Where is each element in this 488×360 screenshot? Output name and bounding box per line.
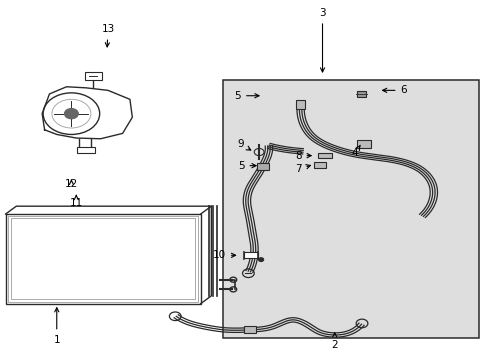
Text: 7: 7 xyxy=(294,164,310,174)
Text: 4: 4 xyxy=(351,145,360,158)
Text: 12: 12 xyxy=(64,179,78,189)
Bar xyxy=(11,219,194,300)
Bar xyxy=(77,147,95,153)
Bar xyxy=(5,214,200,304)
Bar xyxy=(222,80,478,338)
Text: 2: 2 xyxy=(331,333,337,350)
Text: 6: 6 xyxy=(382,85,407,95)
Text: 3: 3 xyxy=(319,8,325,72)
Bar xyxy=(257,163,268,170)
Bar xyxy=(356,140,370,148)
Circle shape xyxy=(258,258,263,261)
Bar xyxy=(243,325,255,333)
Text: 5: 5 xyxy=(234,91,259,101)
Text: 8: 8 xyxy=(294,150,310,161)
Bar xyxy=(84,72,102,80)
Bar xyxy=(8,216,197,302)
Bar xyxy=(314,162,325,168)
Text: 10: 10 xyxy=(212,250,235,260)
Circle shape xyxy=(64,109,78,119)
Bar xyxy=(318,153,331,158)
Text: 13: 13 xyxy=(101,24,114,47)
Text: 9: 9 xyxy=(236,139,250,150)
Text: 5: 5 xyxy=(237,161,256,171)
Text: 11: 11 xyxy=(69,195,83,208)
Polygon shape xyxy=(42,87,132,139)
Bar xyxy=(244,252,258,258)
Bar xyxy=(295,100,305,109)
Bar xyxy=(356,91,366,97)
Text: 1: 1 xyxy=(53,308,60,345)
